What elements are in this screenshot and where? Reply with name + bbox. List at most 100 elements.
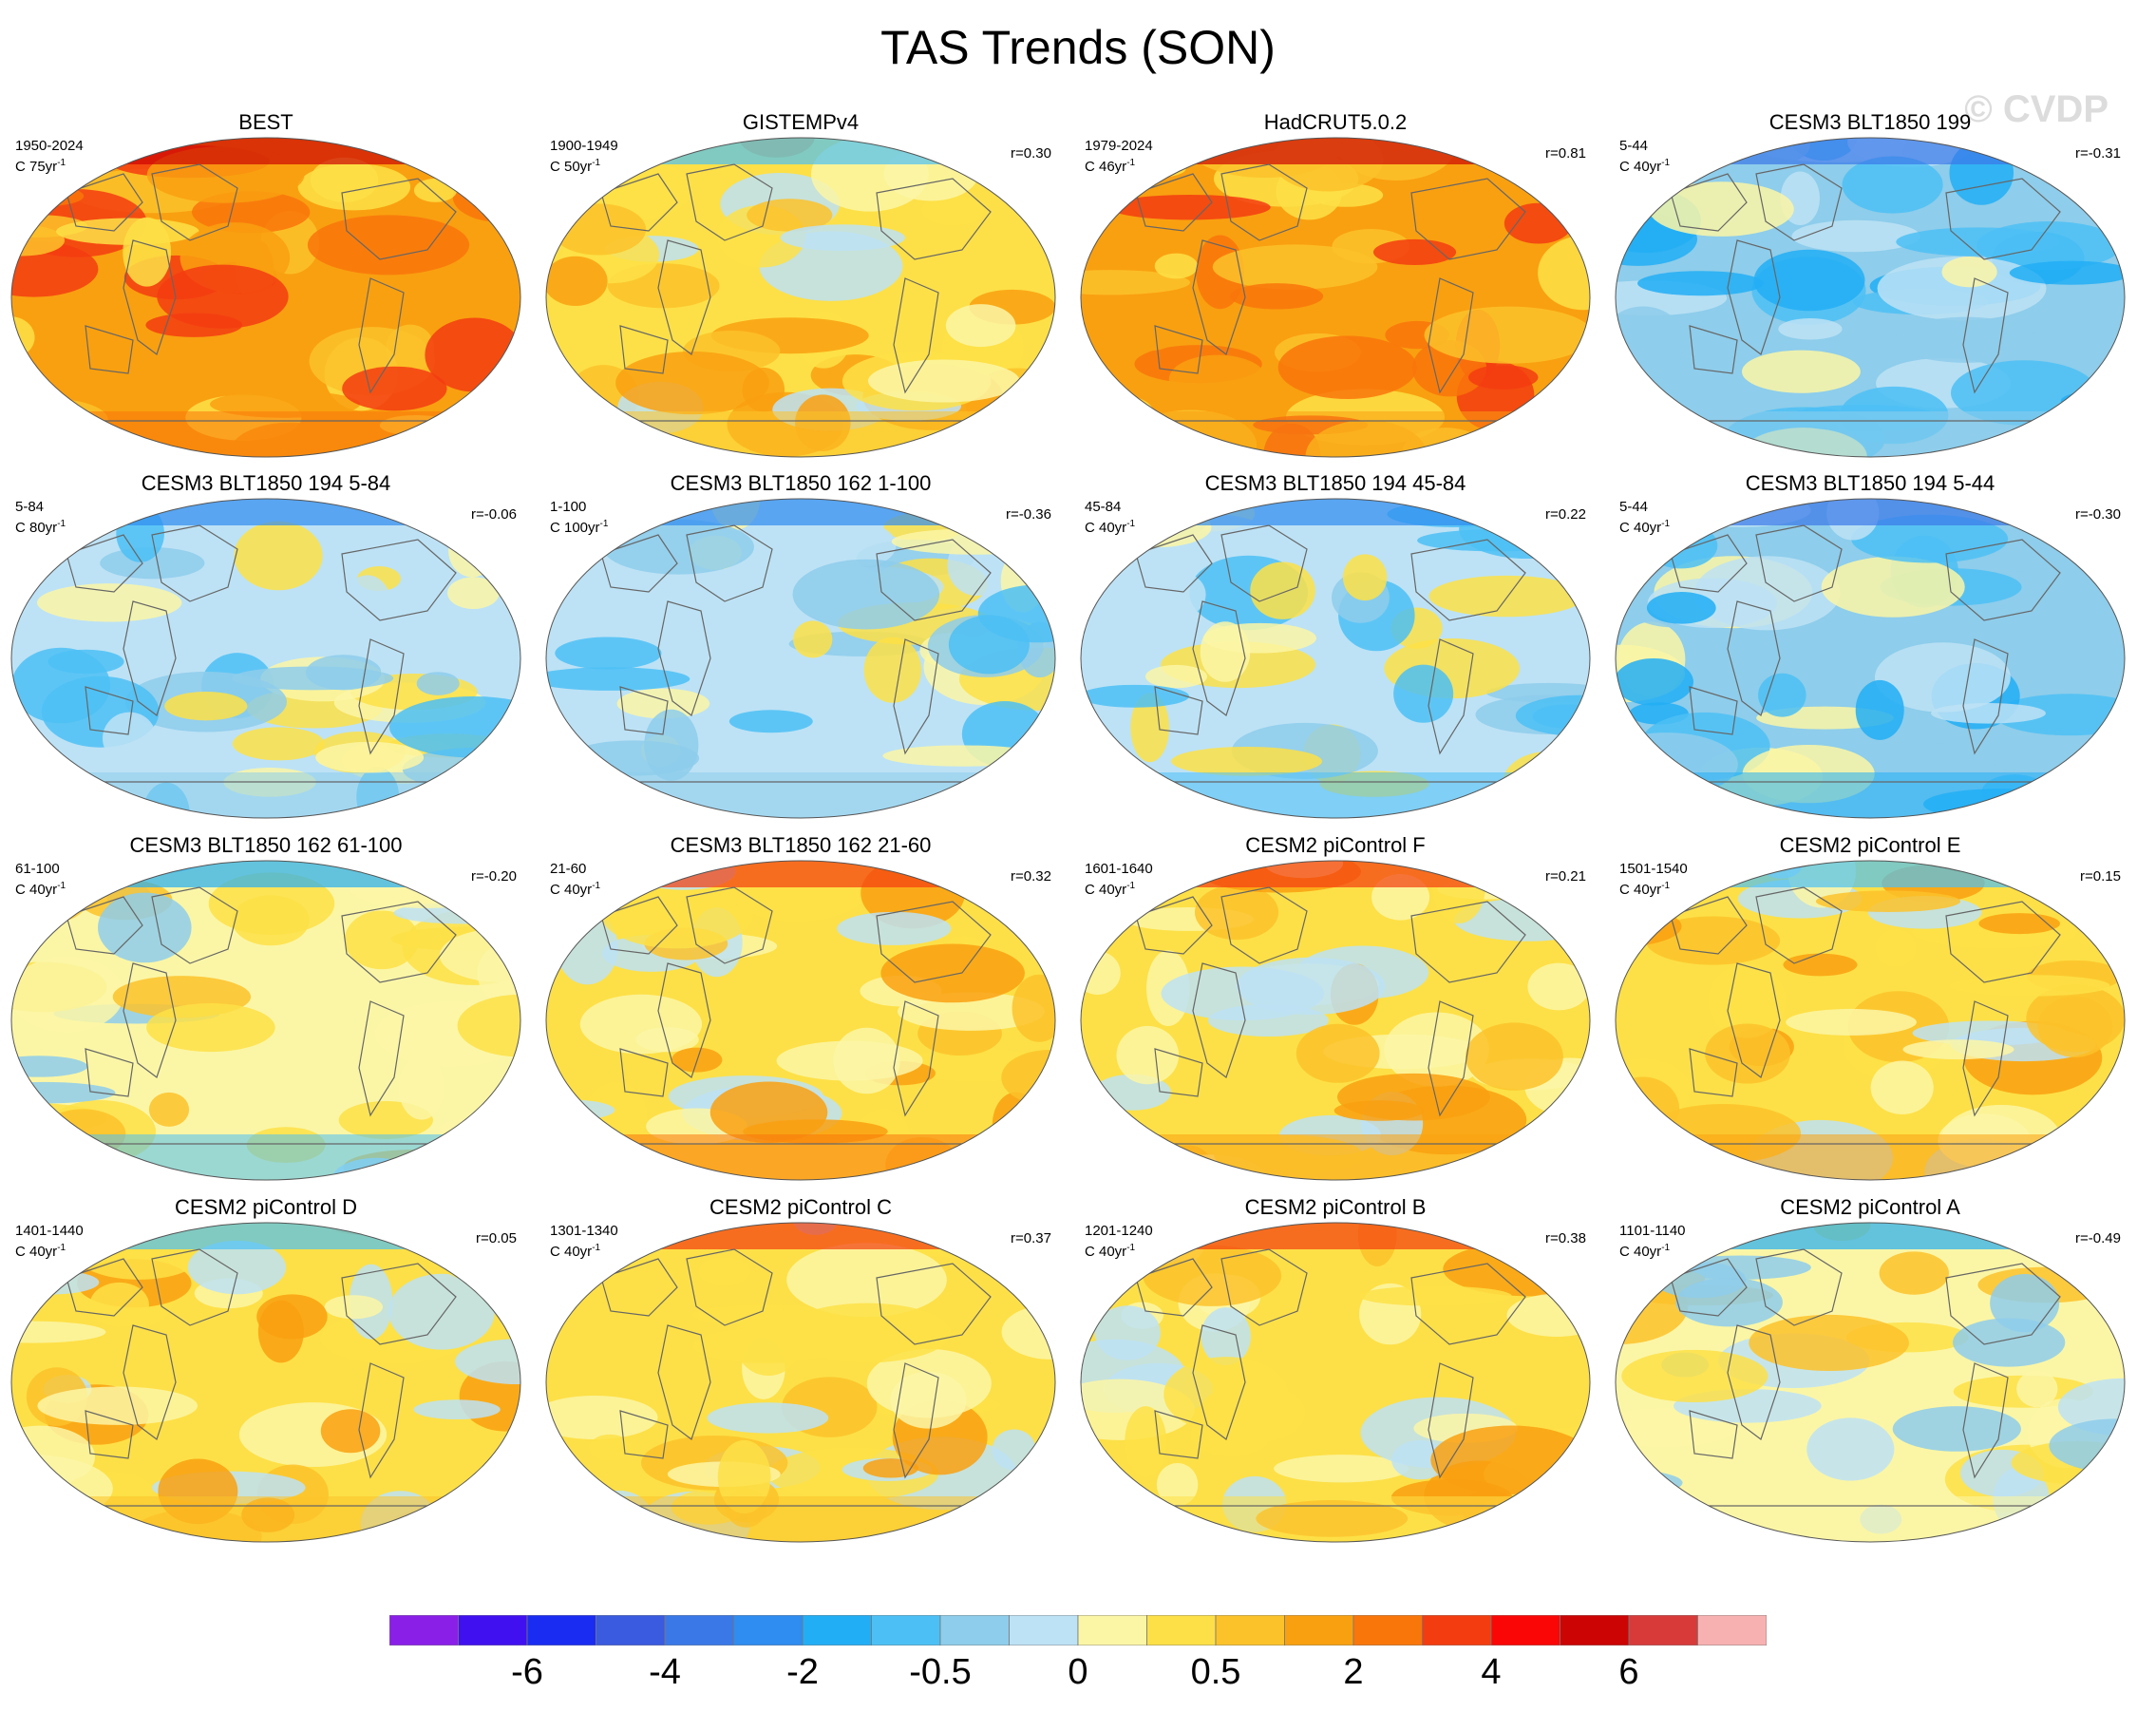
coastline	[600, 1258, 678, 1317]
coastline	[600, 896, 678, 955]
coastline	[1220, 1248, 1308, 1326]
colorbar-tick-label: -6	[511, 1652, 543, 1692]
antarctic-band	[546, 1496, 1055, 1542]
map-panel: CESM2 piControl F 1601-1640 C 40yr-1 r=0.21	[1069, 832, 1601, 1181]
coastline	[1192, 600, 1246, 716]
panel-units: C 100yr-1	[550, 516, 608, 537]
panel-correlation: r=0.30	[1011, 145, 1051, 162]
panel-correlation: r=-0.49	[2075, 1230, 2121, 1246]
coastline	[893, 1000, 939, 1117]
map-contour-blob	[1200, 621, 1251, 682]
map-contour-blob	[1895, 316, 2037, 363]
colorbar-swatch	[802, 1615, 872, 1645]
map-contour-blob	[555, 637, 662, 670]
map-contour-blob	[827, 523, 897, 567]
coastline	[1945, 539, 2061, 621]
panel-period: 1501-1540	[1619, 861, 1688, 877]
map-border	[545, 498, 1056, 819]
coastline	[893, 638, 939, 755]
map-contour-blob	[1081, 270, 1191, 295]
map-contour-blob	[1783, 953, 1858, 977]
antarctic-band	[1081, 772, 1590, 818]
panel-units: C 40yr-1	[1619, 1240, 1670, 1261]
map-contour-blob	[1616, 1134, 1680, 1154]
trend-map	[10, 498, 521, 819]
panel-units-exponent: -1	[57, 519, 66, 529]
coastline	[66, 534, 143, 593]
map-contour-blob	[1368, 718, 1496, 749]
map-contour-blob	[546, 1396, 658, 1439]
map-contour-blob	[1277, 335, 1417, 400]
map-contour-blob	[1821, 556, 1965, 618]
panel-units: C 40yr-1	[1619, 878, 1670, 899]
coastline	[341, 901, 457, 983]
panel-units-prefix: C 40yr	[1619, 159, 1662, 175]
panel-units-prefix: C 40yr	[1619, 1244, 1662, 1260]
map-contour-blob	[234, 521, 323, 591]
panel-units: C 75yr-1	[15, 155, 66, 176]
panel-title: CESM3 BLT1850 162 1-100	[670, 471, 932, 495]
map-contour-blob	[793, 620, 833, 658]
panel-correlation: r=0.22	[1545, 506, 1586, 523]
map-contour-blob	[98, 892, 192, 963]
map-contour-blob	[1358, 1285, 1512, 1306]
map-contour-blob	[1616, 785, 1742, 818]
map-contour-blob	[890, 1371, 967, 1429]
coastline	[657, 962, 711, 1078]
panel-title: GISTEMPv4	[742, 110, 860, 134]
colorbar-swatch	[1215, 1615, 1285, 1645]
coastline	[1727, 962, 1781, 1078]
panel-units-prefix: C 40yr	[1619, 882, 1662, 898]
panel-units-prefix: C 100yr	[550, 520, 600, 536]
coastline	[893, 1362, 939, 1479]
panel-period: 61-100	[15, 861, 60, 877]
panel-title: CESM3 BLT1850 194 5-44	[1745, 471, 1995, 495]
coastline	[1154, 1410, 1203, 1459]
panel-title: CESM3 BLT1850 194 5-84	[141, 471, 391, 495]
map-contour-blob	[1125, 1406, 1167, 1478]
coastline	[619, 325, 669, 374]
coastline	[657, 239, 711, 355]
map-contour-blob	[344, 910, 420, 970]
map-contour-blob	[780, 224, 905, 252]
panel-correlation: r=-0.36	[1006, 506, 1051, 523]
coastline	[1689, 1410, 1738, 1459]
colorbar-swatch	[1490, 1615, 1560, 1645]
map-contour-blob	[717, 1439, 771, 1514]
arctic-band	[1081, 499, 1590, 525]
map-contour-blob	[2016, 1370, 2058, 1408]
map-contour-blob	[148, 1092, 190, 1127]
map-contour-blob	[1116, 1025, 1180, 1085]
coastline	[1962, 638, 2009, 755]
coastline	[1135, 173, 1213, 232]
map-contour-blob	[792, 559, 940, 630]
coastline	[1154, 686, 1203, 735]
colorbar-swatch	[871, 1615, 941, 1645]
colorbar-tick-label: -0.5	[909, 1652, 972, 1692]
arctic-band	[11, 861, 520, 887]
map-contour-blob	[2009, 260, 2125, 285]
panel-period: 21-60	[550, 861, 587, 877]
map-contour-blob	[1949, 975, 2110, 997]
map-contour-blob	[307, 215, 470, 276]
map-panel: CESM3 BLT1850 162 1-100 1-100 C 100yr-1 r=-…	[535, 470, 1067, 819]
figure-title: TAS Trends (SON)	[880, 21, 1276, 74]
map-contour-blob	[1154, 253, 1199, 279]
colorbar-swatch	[1077, 1615, 1147, 1645]
coastline	[358, 277, 405, 394]
map-contour-blob	[1616, 657, 1693, 706]
trend-map	[1080, 137, 1591, 458]
map-contour-blob	[1875, 929, 1917, 967]
map-contour-blob	[1013, 529, 1055, 552]
coastline	[123, 962, 177, 1078]
map-contour-blob	[1896, 227, 2060, 257]
coastline	[1727, 600, 1781, 716]
map-contour-blob	[11, 1321, 106, 1343]
colorbar-swatch	[596, 1615, 666, 1645]
colorbar-swatch	[1352, 1615, 1423, 1645]
map-contour-blob	[1616, 1463, 1661, 1524]
map-contour-blob	[1741, 350, 1861, 393]
trend-map	[545, 860, 1056, 1181]
coastline	[1135, 534, 1213, 593]
panel-units-prefix: C 40yr	[550, 1244, 593, 1260]
